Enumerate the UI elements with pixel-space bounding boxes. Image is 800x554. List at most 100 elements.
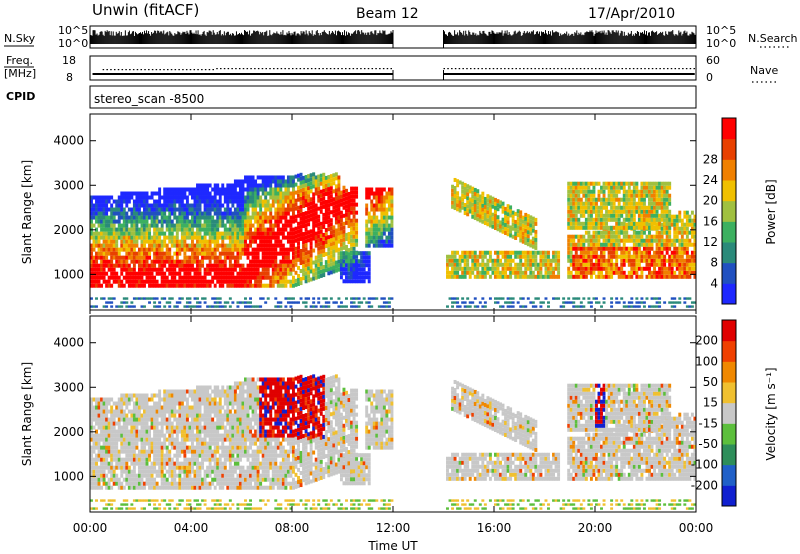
power-cell xyxy=(582,201,586,206)
power-cell xyxy=(286,259,290,264)
power-cell xyxy=(223,267,227,272)
power-cell xyxy=(453,185,457,190)
power-cell xyxy=(170,211,174,216)
power-cell xyxy=(304,199,308,204)
power-cell xyxy=(127,275,131,280)
power-cell xyxy=(289,267,293,272)
power-cell xyxy=(97,279,101,284)
power-cell xyxy=(589,213,593,218)
power-cell xyxy=(365,223,369,228)
power-cell xyxy=(249,235,252,240)
power-cell xyxy=(236,259,240,264)
power-cell xyxy=(135,271,139,276)
power-cell xyxy=(145,215,149,220)
power-cell xyxy=(637,234,641,239)
power-cell xyxy=(201,243,205,248)
power-cell xyxy=(193,279,197,284)
power-cell xyxy=(299,228,303,233)
power-cell xyxy=(269,203,273,208)
power-cell xyxy=(95,235,98,240)
power-cell xyxy=(289,301,293,304)
power-cell xyxy=(286,175,290,180)
nave-dot xyxy=(644,68,646,70)
power-cell xyxy=(658,213,662,218)
power-cell xyxy=(332,173,336,178)
power-cell xyxy=(271,223,275,228)
power-cell xyxy=(600,305,603,308)
power-cell xyxy=(294,226,298,231)
power-cell xyxy=(345,263,348,268)
power-cell xyxy=(605,262,609,267)
power-cell xyxy=(208,203,212,208)
power-cell xyxy=(292,283,295,288)
power-cell xyxy=(453,258,457,263)
power-cell xyxy=(342,201,346,206)
power-cell xyxy=(238,183,242,188)
power-cell xyxy=(327,203,331,208)
power-cell xyxy=(625,254,629,259)
power-cell xyxy=(642,213,646,218)
power-cell xyxy=(365,195,369,200)
power-cell xyxy=(362,263,366,268)
power-cell xyxy=(183,251,187,256)
power-cell xyxy=(271,271,275,276)
power-cell xyxy=(640,193,644,198)
power-cell xyxy=(145,263,149,268)
power-cell xyxy=(173,211,177,216)
power-cell xyxy=(342,241,346,246)
power-cell xyxy=(259,247,263,252)
nave-dot xyxy=(345,68,347,70)
power-cell xyxy=(314,211,318,216)
power-cell xyxy=(579,254,583,259)
power-cell xyxy=(610,238,614,243)
power-cell xyxy=(332,213,336,218)
power-cell xyxy=(165,251,169,256)
power-cell xyxy=(602,297,606,300)
power-cell xyxy=(632,205,636,210)
power-cell xyxy=(446,266,449,271)
power-cell xyxy=(188,275,192,280)
power-cell xyxy=(92,239,96,244)
power-cell xyxy=(198,251,202,256)
power-cell xyxy=(125,195,129,200)
power-cell xyxy=(211,219,215,224)
power-cell xyxy=(165,187,169,192)
power-cell xyxy=(117,211,121,216)
power-cell xyxy=(304,235,308,240)
power-cell xyxy=(191,231,194,236)
power-cell xyxy=(453,254,457,259)
power-cell xyxy=(201,215,205,220)
power-cell xyxy=(196,255,199,260)
power-cell xyxy=(256,227,260,232)
power-cell xyxy=(327,191,331,196)
power-cell xyxy=(249,259,252,264)
power-cell xyxy=(178,239,182,244)
power-cell xyxy=(127,231,131,236)
power-cell xyxy=(226,301,230,304)
power-cell xyxy=(655,213,659,218)
power-cell xyxy=(600,197,603,202)
power-cell xyxy=(524,228,528,233)
nave-dot xyxy=(598,68,601,70)
power-cell xyxy=(155,259,159,264)
power-cell xyxy=(196,297,199,300)
power-cell xyxy=(292,301,295,304)
power-cell xyxy=(312,220,316,225)
nave-dot xyxy=(587,68,589,70)
power-cell xyxy=(132,255,136,260)
power-cell xyxy=(461,297,465,300)
power-cell xyxy=(486,222,490,227)
power-cell xyxy=(299,184,303,189)
power-cell xyxy=(238,235,242,240)
power-cell xyxy=(319,209,323,214)
power-cell xyxy=(587,193,591,198)
power-cell xyxy=(627,258,631,263)
power-cell xyxy=(577,209,581,214)
power-cell xyxy=(645,274,649,279)
power-cell xyxy=(635,234,639,239)
power-cell xyxy=(153,211,157,216)
power-cell xyxy=(251,203,255,208)
power-cell xyxy=(317,214,321,219)
power-cell xyxy=(193,223,197,228)
power-cell xyxy=(251,239,255,244)
